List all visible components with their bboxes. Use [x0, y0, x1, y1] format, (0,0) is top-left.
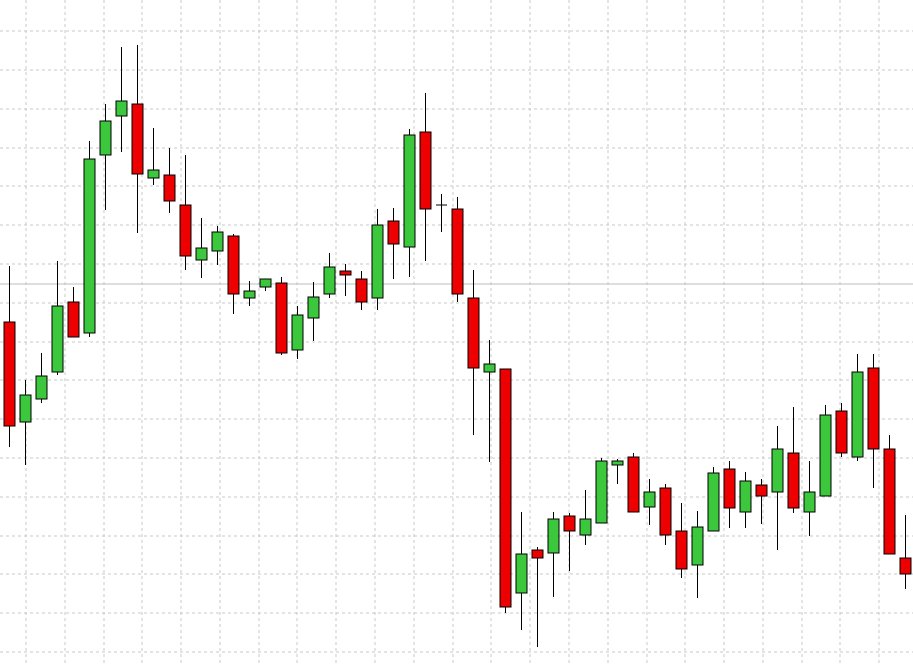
candle-body: [227, 235, 240, 295]
candle-body: [563, 515, 576, 532]
candle-body: [899, 557, 912, 575]
candle-body: [835, 410, 848, 454]
candle-body: [3, 321, 16, 427]
candle-body: [531, 549, 544, 559]
candle-body: [707, 472, 720, 532]
candle-body: [131, 103, 144, 175]
candle-body: [163, 174, 176, 202]
candle-body: [323, 266, 336, 295]
candle-body: [787, 452, 800, 509]
candle-body: [355, 278, 368, 303]
candle-body: [35, 375, 48, 400]
candle-body: [275, 282, 288, 354]
candle-body: [467, 297, 480, 369]
candle-body: [259, 278, 272, 288]
candle-body: [451, 208, 464, 295]
candle-body: [419, 131, 432, 210]
candle-body: [99, 120, 112, 156]
candle-body: [547, 518, 560, 554]
candle-body: [115, 100, 128, 117]
candle-body: [67, 301, 80, 338]
candle-body: [403, 134, 416, 248]
candle-body: [739, 480, 752, 513]
candle-body: [179, 204, 192, 257]
candle-body: [211, 231, 224, 252]
candle-body: [147, 169, 160, 179]
candle-body: [291, 314, 304, 351]
candle-body: [723, 468, 736, 509]
candle-body: [483, 363, 496, 373]
candle-body: [339, 270, 352, 276]
candle-body: [611, 460, 624, 466]
candle-body: [195, 247, 208, 261]
candle-body: [867, 367, 880, 450]
candle-body: [883, 448, 896, 555]
candle-body: [307, 296, 320, 319]
candle-body: [371, 224, 384, 299]
candle-body: [515, 553, 528, 594]
candle-body: [579, 518, 592, 536]
candle-body: [819, 414, 832, 497]
candle-body: [803, 491, 816, 513]
candle-body: [499, 368, 512, 608]
candle-body: [595, 460, 608, 524]
candle-body: [243, 290, 256, 299]
candle-body: [659, 487, 672, 536]
candle-body: [19, 394, 32, 423]
candle-body: [643, 491, 656, 508]
candle-body: [755, 484, 768, 497]
candle-body: [851, 371, 864, 458]
candle-body: [51, 305, 64, 373]
vertical-grid: [25, 0, 880, 665]
candle-body: [771, 448, 784, 493]
candle-body: [675, 530, 688, 570]
candle-body: [83, 158, 96, 334]
candle-body: [691, 526, 704, 566]
candle-body: [387, 220, 400, 245]
candle-body: [627, 456, 640, 513]
